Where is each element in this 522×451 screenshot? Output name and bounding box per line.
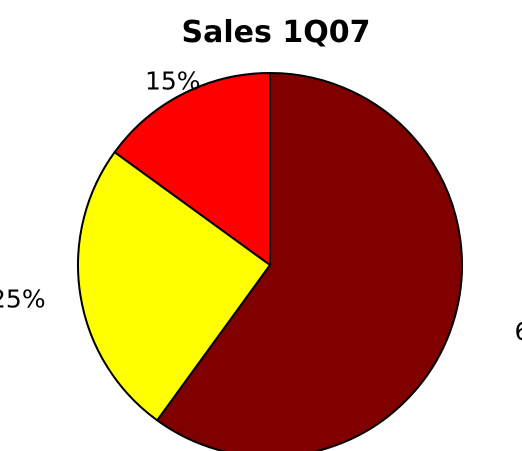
pie-slice-15 [113,72,271,266]
slice-label-25: 25% [0,285,46,314]
pie-slices [77,72,463,451]
chart-title: Sales 1Q07 [182,15,371,50]
pie-slice-labels: 60% 25% 15% [0,66,522,346]
pie-slice-60 [156,72,463,451]
slice-label-15: 15% [145,66,201,95]
slice-label-60: 60% [515,317,522,346]
pie-slice-25 [77,151,271,422]
